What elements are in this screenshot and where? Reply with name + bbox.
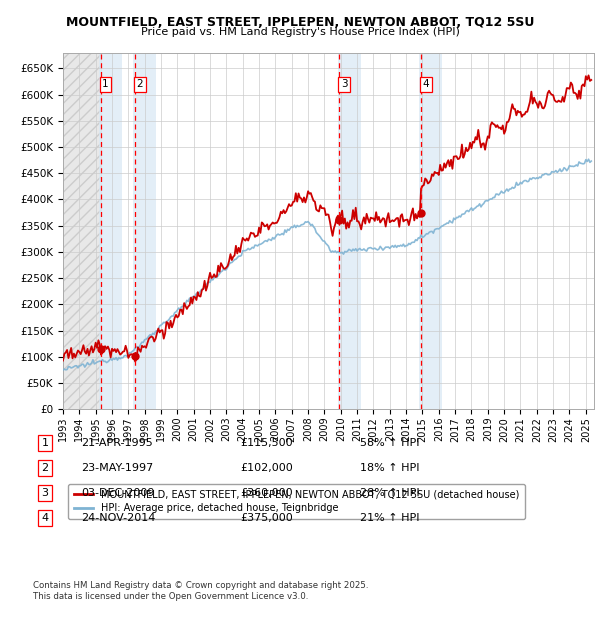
Bar (338, 53, 361, 409)
Bar (99, 53, 122, 409)
Text: 4: 4 (41, 513, 49, 523)
Text: Contains HM Land Registry data © Crown copyright and database right 2025.: Contains HM Land Registry data © Crown c… (33, 581, 368, 590)
Text: 03-DEC-2009: 03-DEC-2009 (81, 488, 155, 498)
Text: 58% ↑ HPI: 58% ↑ HPI (360, 438, 419, 448)
Text: £360,000: £360,000 (240, 488, 293, 498)
Text: 18% ↑ HPI: 18% ↑ HPI (360, 463, 419, 473)
Text: 24-NOV-2014: 24-NOV-2014 (81, 513, 155, 523)
Text: £102,000: £102,000 (240, 463, 293, 473)
Bar (419, 53, 442, 409)
Text: 1: 1 (102, 79, 109, 89)
Text: 23-MAY-1997: 23-MAY-1997 (81, 463, 153, 473)
Text: £115,500: £115,500 (240, 438, 293, 448)
Bar (133, 53, 156, 409)
Text: 21-APR-1995: 21-APR-1995 (81, 438, 153, 448)
Text: 28% ↑ HPI: 28% ↑ HPI (360, 488, 419, 498)
Text: 4: 4 (422, 79, 429, 89)
Text: This data is licensed under the Open Government Licence v3.0.: This data is licensed under the Open Gov… (33, 592, 308, 601)
Text: 2: 2 (136, 79, 143, 89)
Text: MOUNTFIELD, EAST STREET, IPPLEPEN, NEWTON ABBOT, TQ12 5SU: MOUNTFIELD, EAST STREET, IPPLEPEN, NEWTO… (66, 16, 534, 29)
Text: Price paid vs. HM Land Registry's House Price Index (HPI): Price paid vs. HM Land Registry's House … (140, 27, 460, 37)
Text: £375,000: £375,000 (240, 513, 293, 523)
Text: 2: 2 (41, 463, 49, 473)
Text: 21% ↑ HPI: 21% ↑ HPI (360, 513, 419, 523)
Legend: MOUNTFIELD, EAST STREET, IPPLEPEN, NEWTON ABBOT, TQ12 5SU (detached house), HPI:: MOUNTFIELD, EAST STREET, IPPLEPEN, NEWTO… (68, 484, 525, 519)
Bar (63, 53, 101, 409)
Text: 3: 3 (341, 79, 347, 89)
Text: 3: 3 (41, 488, 49, 498)
Text: 1: 1 (41, 438, 49, 448)
